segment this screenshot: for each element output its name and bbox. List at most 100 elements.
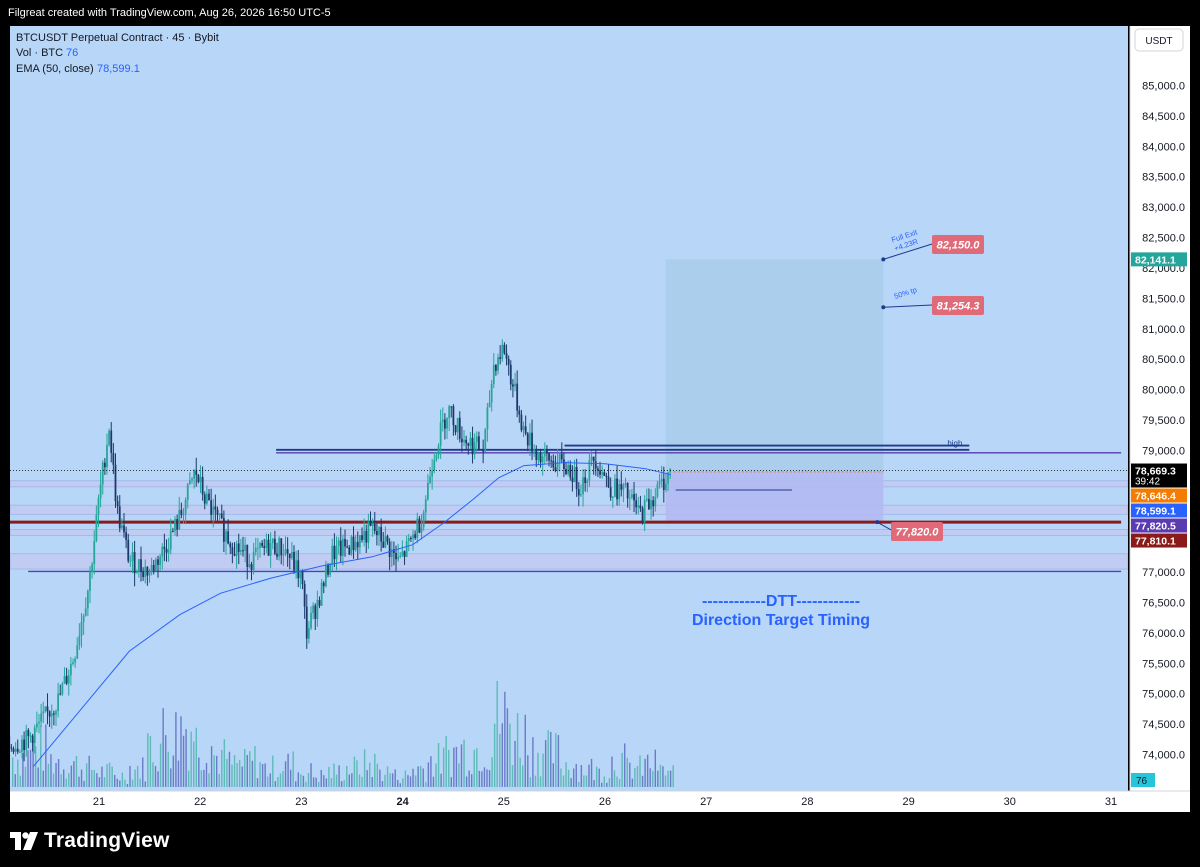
candle-body	[363, 530, 366, 541]
volume-axis-box[interactable]	[1131, 773, 1155, 787]
volume-bar	[139, 778, 141, 787]
candle-body	[643, 500, 646, 523]
price-axis[interactable]	[1130, 26, 1190, 791]
candle-body	[150, 564, 153, 573]
volume-bar	[555, 733, 557, 787]
volume-bar	[198, 757, 200, 787]
tradingview-logo[interactable]: TradingView	[10, 826, 170, 856]
candle-body	[416, 518, 419, 538]
volume-bar	[522, 765, 524, 787]
target-zone[interactable]	[665, 259, 884, 472]
volume-bar	[399, 783, 401, 787]
volume-bar	[595, 766, 598, 787]
candle-body	[350, 536, 353, 555]
candle-body	[278, 538, 281, 557]
candle-body	[250, 564, 253, 570]
volume-bar	[590, 758, 593, 787]
currency-button[interactable]	[1134, 28, 1184, 52]
candle-body	[303, 584, 306, 607]
volume-bar	[657, 770, 659, 787]
candle-body	[248, 564, 251, 567]
volume-bar	[432, 776, 435, 787]
candle-body	[27, 730, 30, 737]
volume-bar	[420, 765, 422, 787]
axis-price-box[interactable]	[1131, 533, 1187, 548]
candle-body	[597, 468, 599, 471]
axis-price-box[interactable]	[1131, 503, 1187, 518]
full-exit-price-box[interactable]	[932, 235, 984, 254]
volume-bar	[17, 759, 19, 787]
volume-bar	[70, 765, 73, 787]
volume-bar	[29, 749, 32, 787]
volume-bar	[277, 777, 279, 787]
candle-body	[662, 478, 665, 490]
candle-body	[560, 453, 563, 460]
volume-bar	[157, 771, 159, 787]
volume-bar	[165, 735, 167, 787]
volume-bar	[445, 736, 447, 787]
volume-bar	[534, 775, 537, 787]
x-tick-label: 29	[902, 796, 914, 808]
candle-body	[429, 476, 431, 484]
candle-body	[450, 406, 453, 408]
volume-bar	[575, 763, 577, 787]
candle-body	[114, 464, 117, 502]
fifty-tp-price-box[interactable]	[932, 296, 984, 315]
candle-body	[327, 564, 329, 575]
stop-price-box[interactable]	[891, 522, 943, 541]
candle-body	[233, 553, 236, 556]
candle-body	[80, 621, 83, 636]
axis-price-box[interactable]	[1131, 488, 1187, 503]
time-axis[interactable]	[10, 791, 1190, 812]
candle-body	[524, 426, 527, 434]
candle-body	[21, 739, 23, 752]
candle-body	[178, 509, 181, 530]
volume-bar	[539, 776, 542, 787]
candle-body	[301, 571, 304, 585]
volume-bar	[369, 762, 371, 787]
volume-bar	[616, 776, 618, 787]
candle-body	[465, 439, 468, 444]
volume-bar	[404, 770, 407, 787]
x-tick-label: 24	[396, 796, 409, 808]
candle-body	[99, 484, 102, 499]
dtt-subtitle: Direction Target Timing	[692, 612, 870, 629]
volume-bar	[80, 769, 83, 787]
axis-price-box[interactable]	[1131, 252, 1187, 267]
volume-bar	[154, 766, 157, 787]
candle-body	[212, 506, 215, 515]
volume-bar	[129, 765, 131, 787]
y-tick-label: 76,000.0	[1142, 628, 1185, 640]
candle-body	[620, 484, 623, 490]
candle-body	[586, 480, 589, 484]
volume-bar	[450, 777, 452, 787]
volume-bar	[101, 766, 103, 787]
candle-body	[199, 476, 202, 482]
candle-body	[288, 553, 291, 558]
candle-body	[184, 499, 187, 515]
candle-body	[163, 546, 166, 549]
volume-bar	[667, 770, 669, 787]
candle-body	[628, 497, 631, 499]
legend-ema-value: 78,599.1	[97, 63, 140, 75]
candle-body	[101, 462, 104, 485]
volume-bar	[45, 724, 47, 787]
volume-bar	[88, 755, 90, 787]
fifty-tp-price-text: 81,254.3	[937, 301, 980, 313]
volume-bar	[170, 768, 172, 787]
candle-body	[622, 485, 625, 490]
candle-body	[454, 425, 457, 433]
volume-bar	[195, 727, 197, 787]
stop-zone[interactable]	[665, 471, 884, 523]
axis-price-box[interactable]	[1131, 463, 1187, 488]
candle-body	[486, 407, 489, 430]
candle-body	[69, 663, 72, 676]
volume-bar	[325, 778, 328, 787]
axis-price-box[interactable]	[1131, 518, 1187, 533]
candle-body	[108, 430, 111, 445]
candle-body	[305, 606, 308, 639]
volume-bar	[621, 752, 623, 787]
plot-area[interactable]	[10, 26, 1128, 791]
